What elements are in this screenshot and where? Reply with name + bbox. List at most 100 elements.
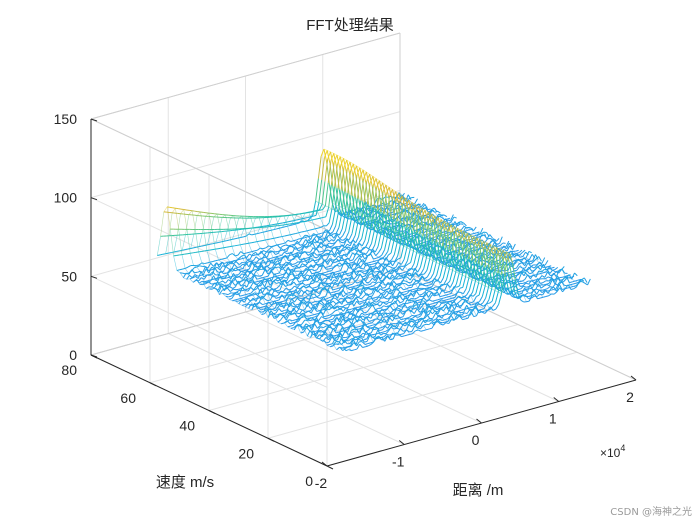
surface-segment (299, 309, 303, 315)
surface-segment (474, 263, 479, 282)
surface-segment (311, 252, 315, 258)
surface-segment (381, 279, 386, 286)
surface-segment (237, 236, 241, 239)
surface-segment (337, 297, 342, 302)
surface-segment (350, 163, 354, 172)
surface-segment (296, 238, 300, 241)
surface-segment (330, 293, 334, 296)
surface-segment (447, 224, 452, 231)
surface-segment (290, 324, 294, 327)
surface-segment (373, 299, 377, 302)
surface-segment (268, 246, 273, 250)
surface-segment (548, 277, 553, 284)
surface-segment (282, 287, 287, 292)
surface-segment (234, 237, 238, 240)
surface-segment (332, 225, 337, 233)
surface-segment (287, 263, 291, 265)
surface-segment (248, 233, 252, 236)
surface-segment (276, 299, 280, 302)
surface-segment (442, 218, 446, 223)
surface-segment (218, 258, 222, 261)
surface-segment (416, 295, 420, 299)
surface-segment (438, 219, 442, 226)
surface-segment (348, 194, 353, 213)
surface-segment (347, 325, 351, 333)
surface-segment (312, 274, 317, 281)
surface-segment (248, 262, 253, 270)
surface-segment (302, 309, 306, 313)
surface-segment (494, 241, 498, 247)
surface-segment (417, 283, 421, 289)
surface-segment (327, 276, 332, 281)
surface-segment (313, 248, 317, 253)
surface-segment (381, 249, 386, 256)
surface-segment (394, 285, 399, 290)
surface-segment (449, 309, 454, 315)
surface-segment (462, 301, 466, 304)
surface-segment (332, 288, 336, 291)
surface-segment (517, 272, 521, 276)
surface-segment (366, 182, 371, 205)
surface-segment (317, 156, 322, 179)
surface-segment (516, 253, 521, 258)
surface-segment (401, 303, 405, 310)
surface-segment (333, 234, 338, 241)
surface-segment (515, 249, 519, 252)
surface-segment (554, 267, 559, 270)
surface-segment (339, 235, 344, 240)
surface-segment (334, 270, 338, 273)
surface-segment (310, 282, 314, 285)
surface-segment (303, 289, 308, 294)
surface-segment (296, 222, 300, 225)
surface-segment (322, 205, 326, 210)
surface-segment (411, 297, 415, 300)
surface-segment (187, 265, 191, 268)
surface-segment (230, 273, 234, 280)
surface-segment (372, 178, 377, 186)
surface-segment (574, 272, 578, 277)
surface-segment (368, 261, 372, 264)
surface-segment (382, 257, 387, 264)
surface-segment (315, 330, 320, 337)
surface-segment (445, 293, 449, 296)
surface-segment (226, 285, 231, 288)
surface-segment (371, 260, 375, 263)
surface-segment (287, 234, 291, 236)
surface-segment (382, 184, 387, 192)
surface-segment (284, 309, 289, 316)
surface-segment (340, 307, 344, 312)
surface-segment (441, 314, 445, 319)
surface-segment (305, 284, 309, 286)
surface-segment (299, 237, 303, 243)
surface-segment (364, 270, 368, 272)
surface-segment (404, 293, 408, 295)
surface-segment (306, 301, 311, 308)
surface-segment (544, 288, 548, 291)
surface-segment (330, 291, 334, 294)
surface-segment (176, 250, 180, 252)
surface-segment (320, 216, 324, 219)
surface-segment (316, 209, 320, 212)
surface-segment (263, 265, 268, 271)
surface-segment (309, 277, 314, 280)
surface-segment (438, 301, 443, 307)
surface-segment (528, 280, 532, 285)
surface-segment (385, 330, 390, 334)
surface-segment (305, 257, 309, 259)
surface-segment (269, 294, 274, 301)
grid-line (208, 324, 519, 411)
surface-segment (381, 255, 386, 260)
surface-segment (241, 254, 245, 257)
surface-segment (396, 322, 400, 329)
surface-segment (394, 286, 398, 291)
surface-segment (403, 217, 408, 224)
surface-segment (291, 294, 295, 296)
surface-segment (491, 271, 495, 290)
surface-segment (511, 259, 516, 263)
surface-segment (330, 260, 335, 267)
surface-segment (271, 273, 276, 281)
surface-segment (432, 242, 437, 261)
surface-segment (179, 268, 183, 271)
surface-segment (321, 273, 325, 276)
surface-segment (521, 279, 526, 282)
